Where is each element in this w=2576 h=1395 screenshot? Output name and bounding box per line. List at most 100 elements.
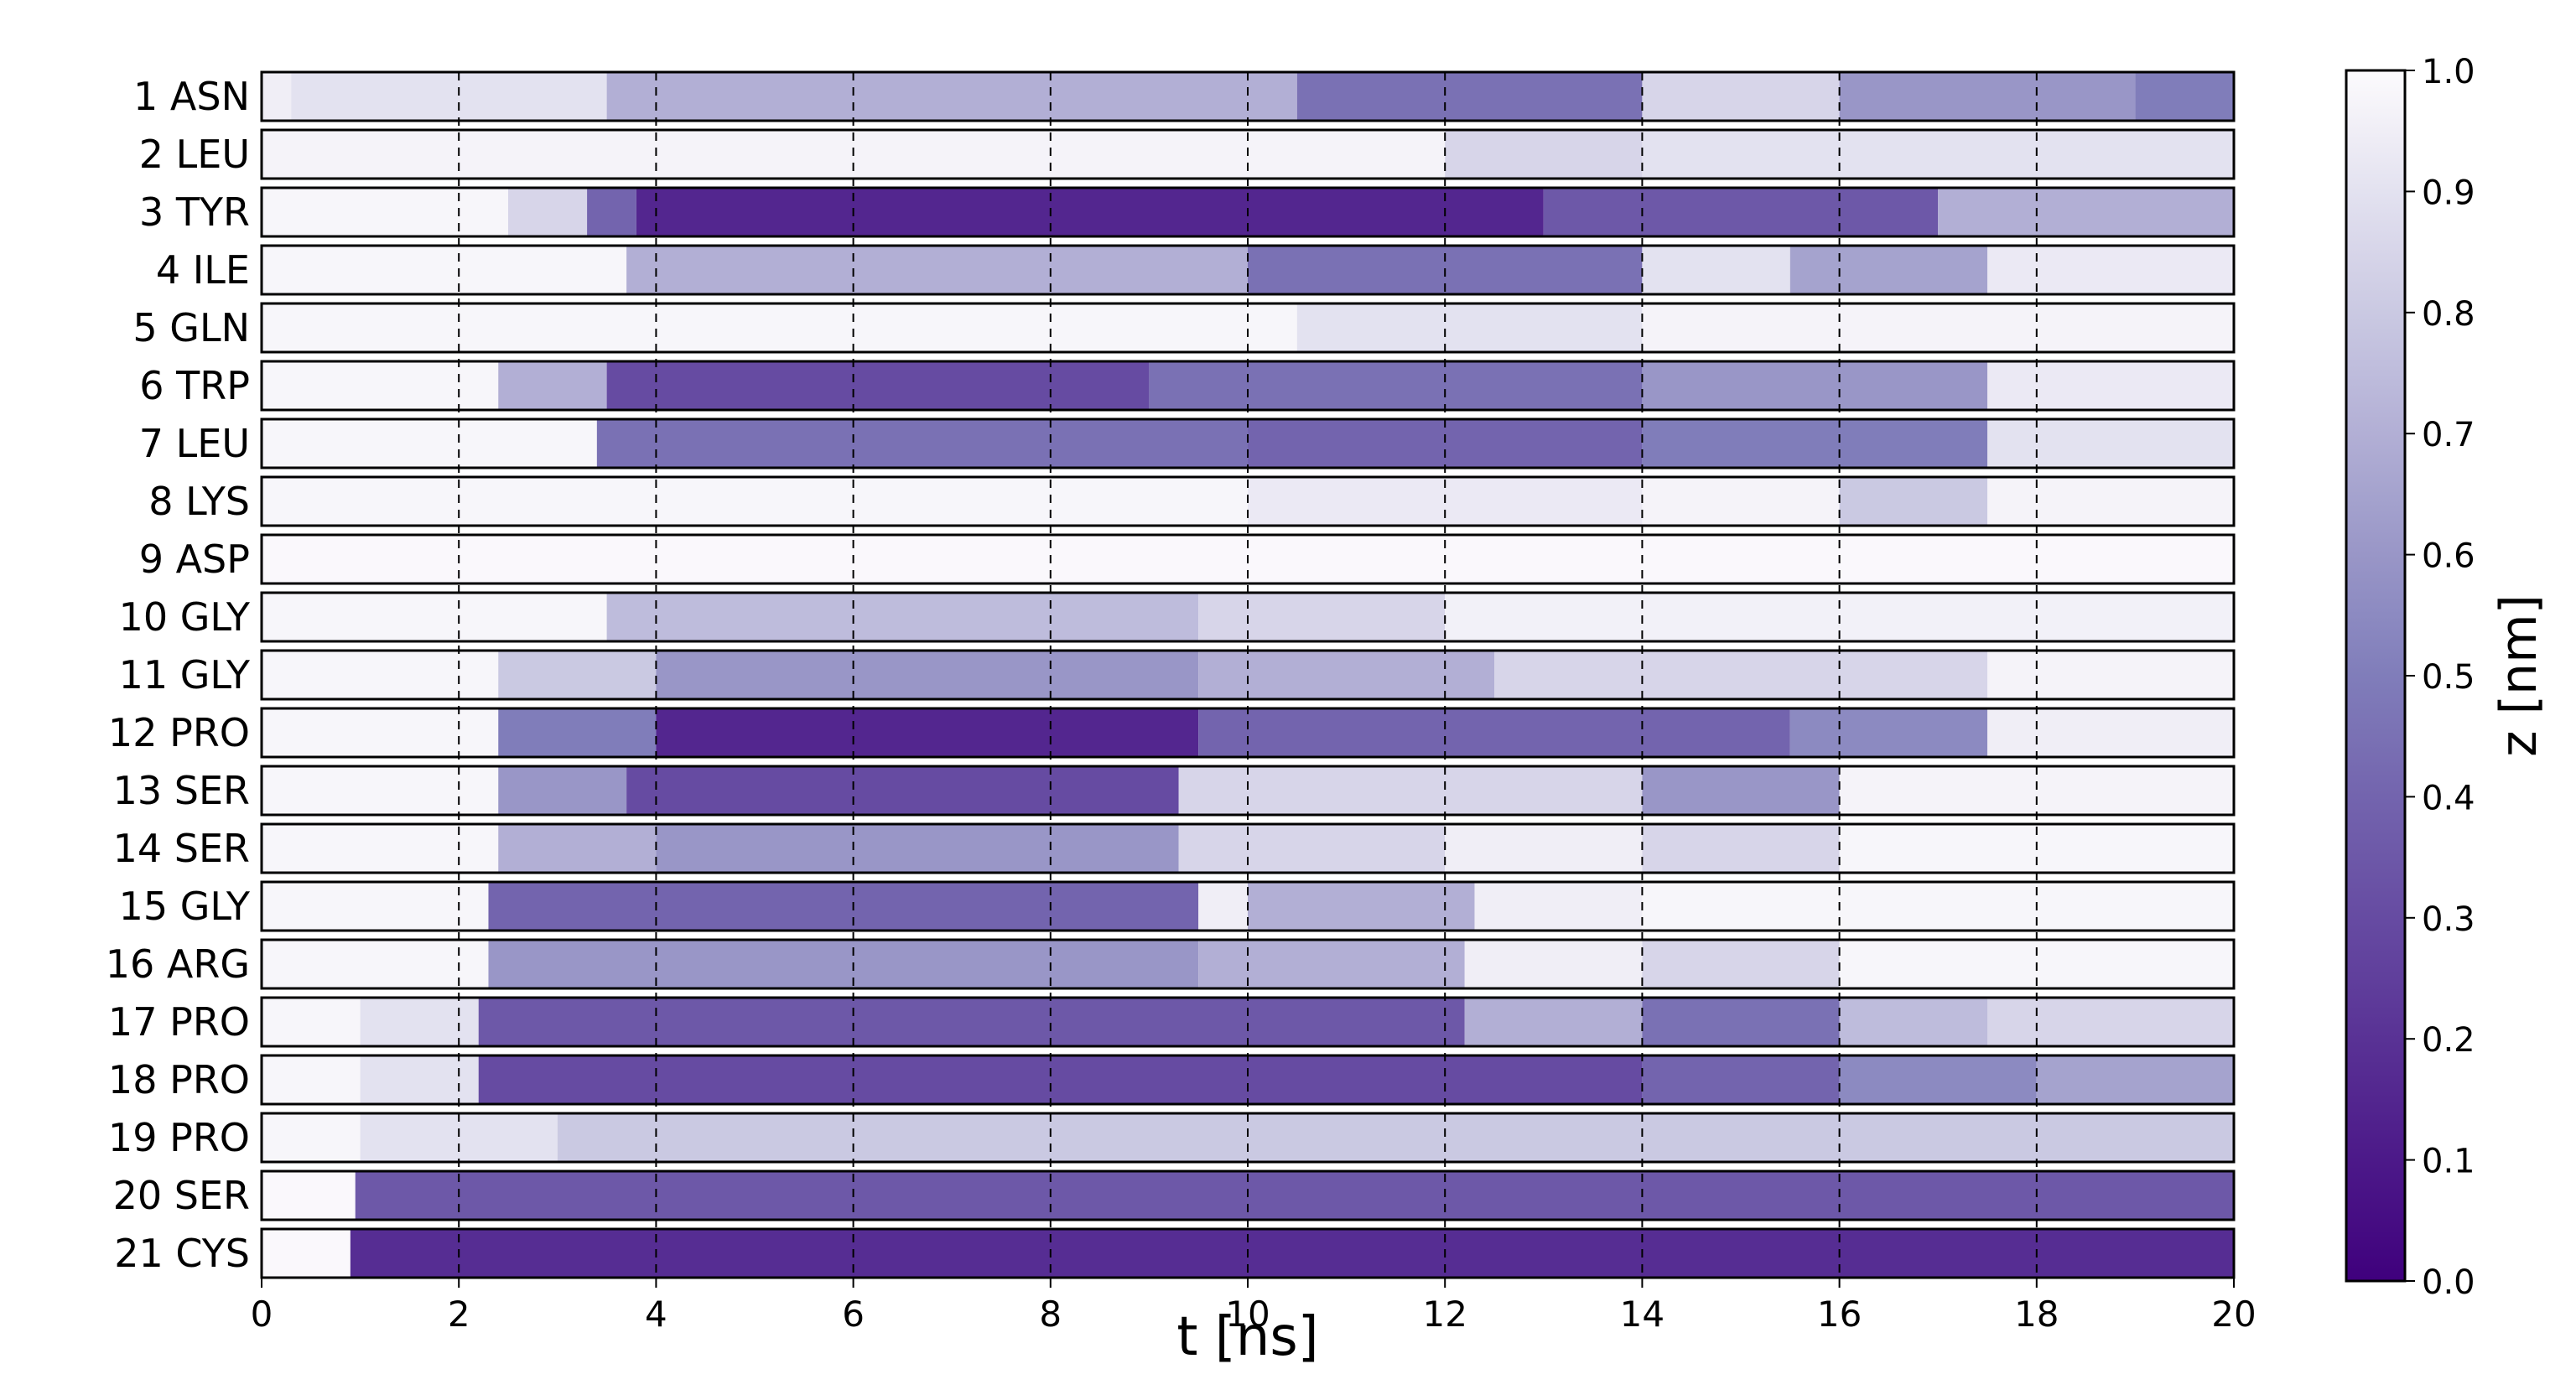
row-label: 7 LEU — [139, 421, 250, 466]
row-frame — [260, 128, 2236, 180]
colorbar: 0.0 0.1 0.2 0.3 0.4 0.5 0.6 0.7 0.8 0.9 1.0 z [nm] — [2345, 53, 2548, 1302]
colorbar-tick-label: 0.2 — [2422, 1021, 2475, 1060]
heatmap-row — [262, 72, 2234, 121]
row-label: 20 SER — [113, 1173, 250, 1218]
heatmap-cell — [1642, 940, 1840, 988]
heatmap-cell — [262, 1229, 351, 1278]
heatmap-cell — [262, 708, 499, 757]
colorbar-tick-label: 1.0 — [2422, 53, 2475, 91]
row-frame — [260, 360, 2236, 412]
colorbar-tick-label: 0.5 — [2422, 658, 2475, 697]
colorbar-tick-label: 0.6 — [2422, 537, 2475, 576]
row-frame — [260, 244, 2236, 296]
row-label: 14 SER — [113, 826, 250, 871]
heatmap-cell — [606, 593, 1199, 641]
heatmap-cell — [1987, 998, 2234, 1046]
heatmap-cell — [262, 188, 508, 236]
x-axis-label: t [ns] — [1176, 1306, 1318, 1368]
row-frame — [260, 880, 2236, 932]
heatmap-cell — [606, 72, 1297, 121]
heatmap-row — [262, 651, 2234, 699]
heatmap-cell — [1198, 651, 1494, 699]
heatmap-cell — [1248, 882, 1475, 931]
heatmap-cell — [1839, 1055, 2037, 1104]
colorbar-tick-label: 0.4 — [2422, 779, 2475, 817]
heatmap-cell — [656, 651, 1199, 699]
row-frame — [260, 938, 2236, 990]
heatmap-cell — [262, 998, 361, 1046]
heatmap-cell — [1839, 998, 1987, 1046]
heatmap-cell — [626, 246, 1248, 294]
heatmap-cell — [1543, 188, 1939, 236]
x-tick-label: 20 — [2211, 1294, 2256, 1335]
heatmap-cell — [262, 882, 489, 931]
x-tick-label: 16 — [1817, 1294, 1862, 1335]
row-frame — [260, 649, 2236, 701]
heatmap-cell — [626, 766, 1179, 815]
x-tick-label: 0 — [251, 1294, 273, 1335]
row-label: 19 PRO — [108, 1115, 250, 1160]
heatmap-cell — [262, 303, 1297, 352]
row-label: 5 GLN — [132, 305, 250, 350]
heatmap-cell — [2135, 72, 2234, 121]
heatmap-cell — [355, 1171, 2235, 1220]
heatmap-cell — [1178, 766, 1643, 815]
heatmap-cell — [498, 651, 657, 699]
heatmap-cell — [557, 1113, 2234, 1162]
x-tick-label: 6 — [842, 1294, 865, 1335]
heatmap-cell — [488, 882, 1199, 931]
heatmap-row — [262, 1113, 2234, 1162]
heatmap-cell — [498, 824, 657, 873]
row-label: 18 PRO — [108, 1057, 250, 1102]
heatmap-cell — [656, 824, 1179, 873]
heatmap-cell — [2036, 1055, 2234, 1104]
heatmap-cell — [262, 1055, 361, 1104]
heatmap-row — [262, 361, 2234, 410]
heatmap-cell — [262, 361, 499, 410]
colorbar-label: z [nm] — [2490, 594, 2548, 757]
heatmap-cell — [1494, 651, 1987, 699]
colorbar-tick-label: 0.7 — [2422, 416, 2475, 454]
heatmap-cell — [1198, 708, 1790, 757]
colorbar-tick-label: 0.3 — [2422, 900, 2475, 939]
heatmap-row — [262, 246, 2234, 294]
row-label: 2 LEU — [139, 132, 250, 177]
row-frame — [260, 533, 2236, 585]
heatmap-cell — [262, 1171, 356, 1220]
row-label: 8 LYS — [148, 479, 250, 524]
heatmap-cell — [360, 1055, 479, 1104]
heatmap-cell — [1839, 477, 1987, 526]
heatmap-cell — [498, 361, 607, 410]
row-label: 3 TYR — [139, 189, 250, 235]
heatmap-cell — [1198, 940, 1465, 988]
row-frame — [260, 822, 2236, 874]
colorbar-tick-label: 0.0 — [2422, 1263, 2475, 1302]
row-label: 10 GLY — [119, 594, 251, 640]
heatmap-row — [262, 419, 2234, 468]
colorbar-gradient — [2345, 69, 2407, 1283]
heatmap-cell — [1642, 246, 1790, 294]
row-label: 12 PRO — [108, 710, 250, 755]
heatmap-cell — [1938, 188, 2234, 236]
colorbar-tick-label: 0.8 — [2422, 295, 2475, 334]
row-label: 15 GLY — [119, 884, 251, 929]
row-frame — [260, 591, 2236, 643]
heatmap-row — [262, 998, 2234, 1046]
heatmap-cell — [596, 419, 1248, 468]
heatmap-cell — [1149, 361, 1643, 410]
x-tick-label: 4 — [645, 1294, 667, 1335]
heatmap-row — [262, 303, 2234, 352]
heatmap-row — [262, 1055, 2234, 1104]
heatmap-row — [262, 882, 2234, 931]
heatmap-cell — [1464, 998, 1643, 1046]
x-tick-label: 10 — [1225, 1294, 1270, 1335]
heatmap-cell — [360, 998, 479, 1046]
heatmap-row — [262, 188, 2234, 236]
heatmap-cell — [262, 651, 499, 699]
heatmap-cell — [1642, 1055, 1840, 1104]
heatmap-cell — [1198, 593, 1446, 641]
heatmap-cell — [1642, 766, 1840, 815]
x-tick-label: 14 — [1620, 1294, 1665, 1335]
row-frame — [260, 186, 2236, 238]
